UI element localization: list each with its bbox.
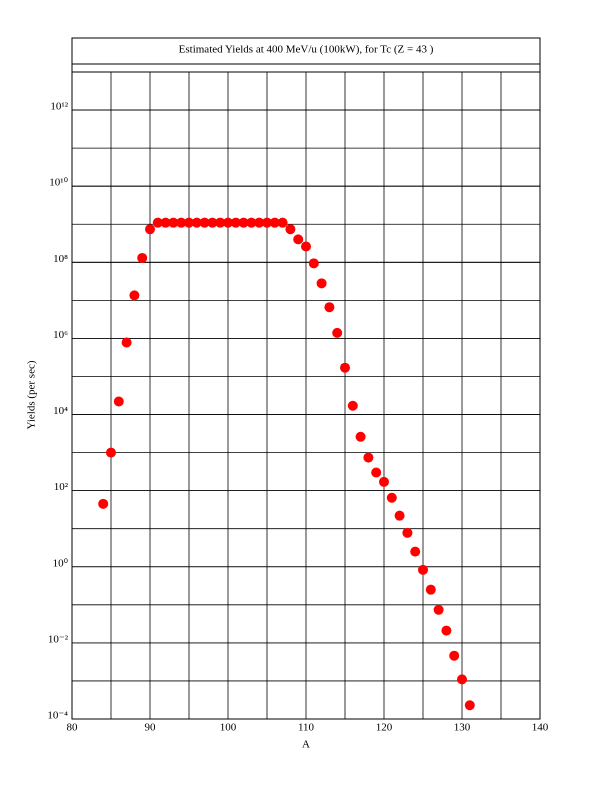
data-point bbox=[293, 234, 304, 245]
data-point bbox=[98, 498, 109, 509]
data-point bbox=[277, 217, 288, 228]
y-tick-label: 10² bbox=[54, 481, 69, 493]
data-point bbox=[371, 467, 382, 478]
data-point bbox=[168, 217, 179, 228]
x-tick-label: 120 bbox=[376, 722, 393, 734]
data-point bbox=[121, 337, 132, 348]
data-point bbox=[363, 452, 374, 463]
data-point bbox=[394, 510, 405, 521]
data-point bbox=[215, 217, 226, 228]
x-tick-label: 100 bbox=[220, 722, 237, 734]
y-tick-label: 10⁻⁴ bbox=[47, 710, 68, 722]
data-point bbox=[308, 258, 319, 269]
data-point bbox=[160, 217, 171, 228]
data-point bbox=[184, 217, 194, 228]
data-point bbox=[347, 400, 358, 411]
data-point bbox=[425, 584, 436, 595]
y-tick-label: 10⁻² bbox=[48, 633, 69, 645]
data-point bbox=[262, 217, 272, 228]
data-point bbox=[207, 217, 218, 228]
y-tick-label: 10⁴ bbox=[53, 405, 68, 417]
data-point bbox=[386, 492, 397, 503]
data-point bbox=[137, 252, 148, 263]
chart-title: Estimated Yields at 400 MeV/u (100kW), f… bbox=[179, 44, 434, 56]
data-point bbox=[230, 217, 241, 228]
data-point bbox=[285, 224, 296, 235]
data-point bbox=[199, 217, 210, 228]
data-point bbox=[340, 362, 350, 373]
data-point bbox=[176, 217, 187, 228]
x-tick-label: 130 bbox=[454, 722, 471, 734]
data-point bbox=[449, 650, 460, 661]
data-point bbox=[324, 302, 335, 313]
y-tick-label: 10¹² bbox=[50, 101, 68, 113]
y-axis-label: Yields (per sec) bbox=[26, 360, 38, 429]
data-point bbox=[113, 396, 124, 407]
data-point bbox=[269, 217, 280, 228]
data-point bbox=[457, 674, 467, 685]
y-tick-label: 10⁸ bbox=[53, 253, 68, 265]
data-point bbox=[129, 290, 140, 301]
data-point bbox=[379, 476, 389, 487]
data-point bbox=[355, 431, 366, 442]
data-point bbox=[223, 217, 233, 228]
x-axis-label: A bbox=[302, 739, 310, 751]
data-point bbox=[418, 564, 428, 575]
x-tick-label: 110 bbox=[298, 722, 315, 734]
data-point bbox=[332, 327, 343, 338]
data-point bbox=[433, 604, 444, 615]
x-tick-label: 90 bbox=[145, 722, 157, 734]
data-point bbox=[254, 217, 265, 228]
data-point bbox=[402, 527, 413, 538]
data-point bbox=[301, 241, 311, 252]
data-point bbox=[106, 447, 116, 458]
data-point bbox=[441, 625, 452, 636]
x-tick-label: 140 bbox=[532, 722, 549, 734]
data-point bbox=[316, 278, 327, 289]
data-point bbox=[238, 217, 249, 228]
y-tick-label: 10⁶ bbox=[53, 329, 68, 341]
data-point bbox=[410, 546, 421, 557]
y-tick-label: 10⁰ bbox=[53, 557, 69, 569]
data-point bbox=[246, 217, 257, 228]
data-point bbox=[152, 217, 163, 228]
data-point bbox=[145, 224, 155, 235]
y-tick-label: 10¹⁰ bbox=[49, 177, 68, 189]
x-tick-label: 80 bbox=[67, 722, 79, 734]
data-point bbox=[464, 700, 475, 711]
data-point bbox=[191, 217, 202, 228]
